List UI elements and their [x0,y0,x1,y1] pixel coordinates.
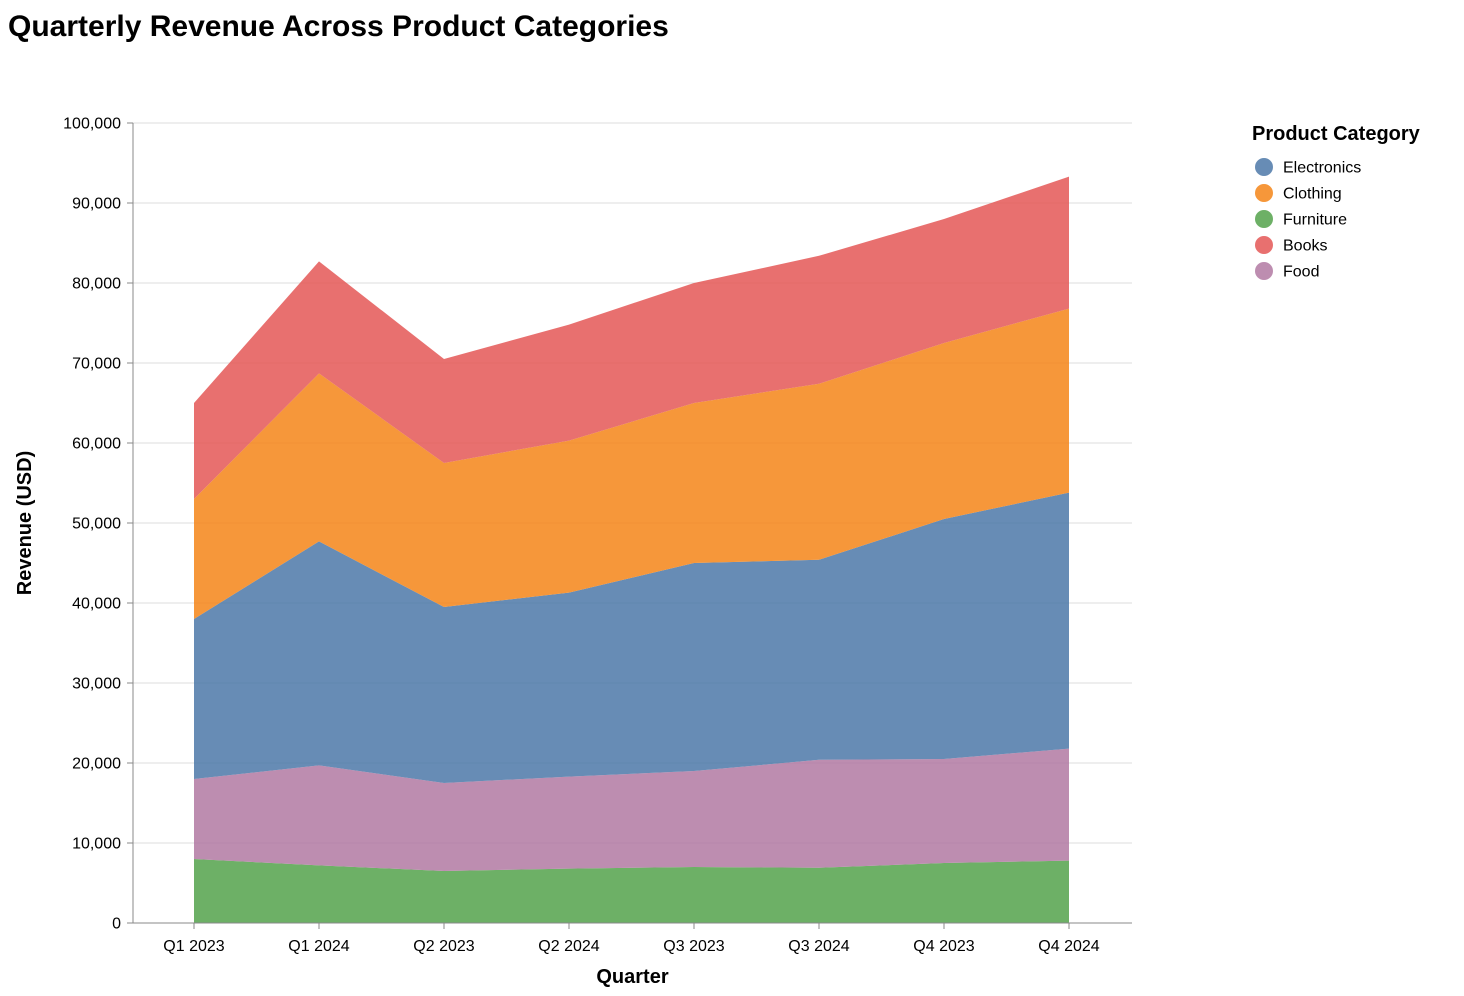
y-tick-label: 60,000 [72,436,121,453]
legend-label-electronics: Electronics [1283,160,1361,177]
y-axis-title: Revenue (USD) [14,451,36,595]
x-tick-label: Q1 2023 [163,938,224,955]
y-tick-label: 30,000 [72,676,121,693]
legend-swatch-clothing [1255,184,1273,202]
x-tick-label: Q1 2024 [288,938,349,955]
x-tick-label: Q4 2024 [1038,938,1099,955]
y-tick-label: 90,000 [72,196,121,213]
area-series-clothing [194,308,1069,619]
chart-title: Quarterly Revenue Across Product Categor… [8,10,669,43]
y-tick-label: 10,000 [72,836,121,853]
legend-swatch-furniture [1255,210,1273,228]
y-tick-label: 80,000 [72,276,121,293]
legend-label-furniture: Furniture [1283,212,1347,229]
area-series-electronics [194,492,1069,783]
y-tick-label: 40,000 [72,596,121,613]
y-tick-label: 70,000 [72,356,121,373]
area-series-books [194,176,1069,499]
legend-label-food: Food [1283,264,1319,281]
legend-swatch-electronics [1255,158,1273,176]
legend-swatch-food [1255,262,1273,280]
legend-swatch-books [1255,236,1273,254]
y-axis: 0 10,000 20,000 30,000 40,000 50,000 60,000 70,… [63,116,134,933]
area-layer [194,176,1069,923]
x-axis: Q1 2023 Q1 2024 Q2 2023 Q2 2024 Q3 2023 Q3 20… [133,922,1132,955]
y-tick-label: 100,000 [63,116,121,133]
legend-title: Product Category [1252,123,1421,145]
area-series-furniture [194,859,1069,923]
y-tick-label: 20,000 [72,756,121,773]
x-tick-label: Q3 2023 [663,938,724,955]
x-tick-label: Q2 2024 [538,938,599,955]
area-series-food [194,748,1069,871]
x-tick-label: Q4 2023 [913,938,974,955]
y-tick-label: 50,000 [72,516,121,533]
y-tick-label: 0 [112,916,121,933]
x-tick-label: Q2 2023 [413,938,474,955]
x-axis-title: Quarter [596,966,668,988]
x-tick-label: Q3 2024 [788,938,849,955]
legend-label-clothing: Clothing [1283,186,1342,203]
legend-label-books: Books [1283,238,1327,255]
legend: Product Category Electronics Clothing Furn… [1252,123,1421,281]
